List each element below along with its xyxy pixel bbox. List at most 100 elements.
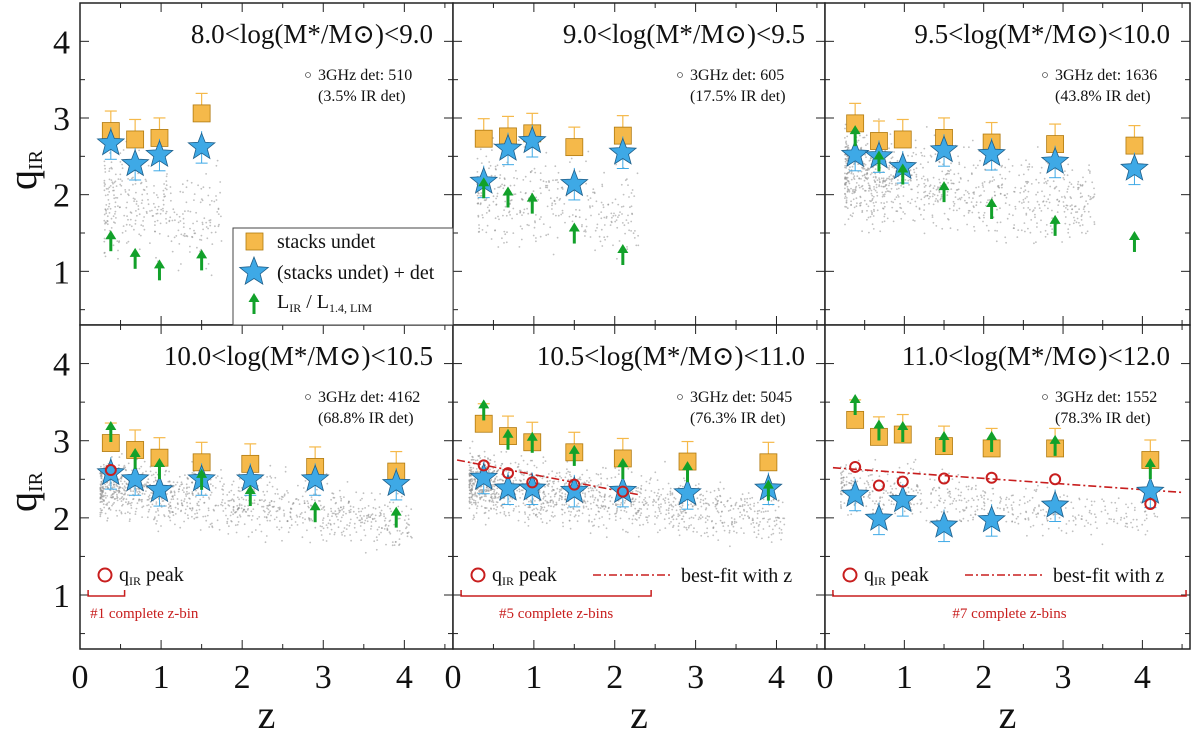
detection-point bbox=[604, 505, 607, 507]
detection-point bbox=[343, 496, 345, 498]
detection-point bbox=[633, 500, 636, 503]
detection-point bbox=[853, 163, 855, 166]
detection-point bbox=[397, 505, 400, 508]
detection-point bbox=[915, 205, 918, 208]
detection-point bbox=[503, 178, 506, 181]
detection-point bbox=[994, 229, 996, 232]
detection-point bbox=[485, 231, 488, 234]
detection-point bbox=[895, 487, 897, 490]
detection-point bbox=[1037, 181, 1040, 184]
detection-point bbox=[158, 232, 161, 235]
detection-point bbox=[862, 167, 864, 170]
detection-point bbox=[699, 501, 702, 504]
detection-point bbox=[116, 240, 119, 243]
detection-point bbox=[373, 517, 376, 520]
detection-point bbox=[760, 511, 763, 513]
detection-point bbox=[735, 521, 738, 524]
detection-point bbox=[557, 181, 559, 184]
detection-point bbox=[854, 189, 857, 192]
detection-point bbox=[534, 500, 536, 502]
detection-point bbox=[1078, 208, 1080, 211]
detection-point bbox=[593, 192, 596, 195]
detection-point bbox=[1035, 488, 1038, 491]
detection-point bbox=[617, 503, 619, 506]
detection-point bbox=[486, 224, 489, 227]
detection-point bbox=[860, 178, 862, 180]
detection-point bbox=[619, 211, 621, 214]
detection-point bbox=[861, 230, 863, 233]
detection-point bbox=[600, 201, 603, 204]
detection-point bbox=[1093, 187, 1095, 190]
detection-point bbox=[278, 528, 281, 531]
detection-point bbox=[591, 496, 594, 498]
detection-point bbox=[122, 466, 125, 469]
detection-point bbox=[875, 500, 878, 503]
detection-point bbox=[484, 455, 486, 458]
detection-point bbox=[963, 497, 966, 500]
combined-star bbox=[493, 133, 523, 161]
detection-point bbox=[141, 492, 144, 495]
detection-point bbox=[124, 493, 126, 496]
detection-point bbox=[635, 487, 638, 489]
detection-point bbox=[652, 501, 654, 503]
detection-point bbox=[170, 240, 173, 243]
detection-point bbox=[491, 499, 494, 502]
detection-point bbox=[296, 516, 299, 518]
detection-point bbox=[931, 195, 934, 198]
detection-point bbox=[972, 516, 975, 519]
detection-point bbox=[509, 202, 511, 205]
detection-point bbox=[920, 198, 923, 201]
detection-point bbox=[524, 175, 527, 178]
detection-point bbox=[895, 196, 898, 199]
detection-point bbox=[99, 511, 102, 514]
detection-point bbox=[912, 219, 915, 222]
detection-point bbox=[900, 217, 903, 220]
detection-point bbox=[586, 469, 588, 472]
detection-point bbox=[884, 180, 886, 183]
lower-limit-arrow bbox=[617, 458, 629, 480]
detection-point bbox=[947, 169, 949, 172]
detection-point bbox=[519, 497, 521, 499]
detection-point bbox=[539, 187, 542, 190]
detection-point bbox=[230, 499, 233, 502]
detection-point bbox=[644, 489, 647, 492]
lower-limit-arrow bbox=[1128, 230, 1140, 252]
detection-point bbox=[503, 242, 505, 244]
detection-point bbox=[891, 488, 894, 490]
detection-point bbox=[551, 208, 553, 210]
qir-peak-marker bbox=[616, 485, 629, 498]
detection-point bbox=[196, 516, 199, 519]
detection-point bbox=[668, 507, 670, 510]
detection-point bbox=[620, 206, 623, 208]
detection-point bbox=[1045, 511, 1048, 513]
detection-point bbox=[111, 456, 113, 458]
detection-point bbox=[282, 496, 284, 498]
detection-point bbox=[103, 182, 106, 184]
detection-point bbox=[632, 232, 635, 235]
detection-point bbox=[202, 496, 205, 498]
detection-point bbox=[1035, 241, 1037, 244]
detection-point bbox=[848, 168, 850, 171]
detection-point bbox=[638, 516, 641, 519]
detection-point bbox=[681, 502, 684, 505]
detection-point bbox=[156, 508, 159, 510]
detection-point bbox=[528, 500, 530, 503]
detection-point bbox=[472, 456, 474, 458]
detection-point bbox=[668, 504, 671, 507]
detection-point bbox=[367, 514, 370, 517]
detection-point bbox=[112, 484, 115, 486]
detection-point bbox=[164, 187, 167, 190]
detection-point bbox=[657, 506, 660, 509]
detection-point bbox=[499, 174, 502, 176]
detection-point bbox=[892, 175, 895, 178]
detection-point bbox=[490, 238, 493, 240]
detection-point bbox=[104, 229, 106, 231]
detection-point bbox=[719, 481, 722, 484]
detection-point bbox=[881, 221, 884, 223]
detection-point bbox=[619, 517, 622, 520]
detection-point bbox=[1081, 195, 1084, 198]
detection-point bbox=[712, 527, 715, 529]
detection-point bbox=[989, 180, 991, 183]
detection-point bbox=[507, 511, 510, 514]
detection-point bbox=[543, 475, 545, 478]
